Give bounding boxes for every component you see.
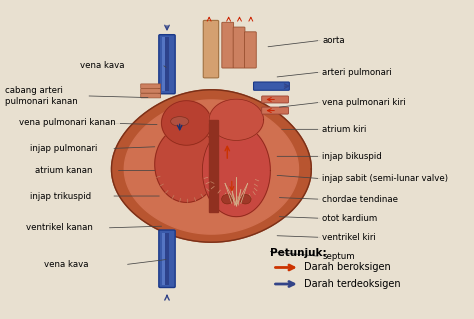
Text: vena kava: vena kava: [80, 61, 125, 70]
FancyBboxPatch shape: [262, 107, 289, 114]
Polygon shape: [163, 37, 165, 91]
Text: Petunjuk:: Petunjuk:: [270, 248, 327, 258]
Text: vena pulmonari kanan: vena pulmonari kanan: [19, 118, 116, 128]
Ellipse shape: [240, 195, 251, 204]
FancyBboxPatch shape: [159, 230, 175, 287]
Polygon shape: [209, 120, 218, 212]
Text: arteri pulmonari: arteri pulmonari: [322, 68, 392, 77]
FancyBboxPatch shape: [262, 96, 289, 103]
Polygon shape: [165, 37, 169, 91]
Text: injap pulmonari: injap pulmonari: [30, 144, 98, 153]
Ellipse shape: [222, 195, 233, 204]
FancyBboxPatch shape: [245, 32, 256, 68]
FancyBboxPatch shape: [222, 22, 234, 68]
Text: vena pulmonari kiri: vena pulmonari kiri: [322, 98, 406, 107]
Text: septum: septum: [322, 252, 355, 261]
FancyBboxPatch shape: [141, 89, 161, 93]
FancyBboxPatch shape: [254, 82, 289, 90]
Text: ventrikel kanan: ventrikel kanan: [26, 223, 92, 232]
Text: atrium kiri: atrium kiri: [322, 125, 367, 134]
Text: aorta: aorta: [322, 36, 345, 45]
Text: chordae tendinae: chordae tendinae: [322, 195, 399, 204]
Ellipse shape: [171, 117, 189, 126]
Text: injap sabit (semi-lunar valve): injap sabit (semi-lunar valve): [322, 174, 448, 183]
Polygon shape: [162, 101, 211, 145]
Text: atrium kanan: atrium kanan: [35, 166, 92, 175]
FancyBboxPatch shape: [141, 84, 161, 88]
Polygon shape: [202, 124, 270, 217]
FancyBboxPatch shape: [203, 20, 219, 78]
FancyBboxPatch shape: [141, 93, 161, 98]
Polygon shape: [155, 126, 218, 202]
Text: cabang arteri
pulmonari kanan: cabang arteri pulmonari kanan: [5, 86, 78, 106]
Text: vena kava: vena kava: [44, 260, 88, 269]
Polygon shape: [209, 99, 264, 140]
Text: ventrikel kiri: ventrikel kiri: [322, 233, 376, 242]
FancyBboxPatch shape: [159, 35, 175, 94]
FancyBboxPatch shape: [233, 27, 245, 68]
Polygon shape: [111, 90, 311, 242]
Text: otot kardium: otot kardium: [322, 214, 378, 223]
Text: injap bikuspid: injap bikuspid: [322, 152, 382, 161]
Polygon shape: [163, 233, 165, 285]
Polygon shape: [165, 233, 169, 285]
Text: Darah terdeoksigen: Darah terdeoksigen: [304, 279, 401, 289]
Text: Darah beroksigen: Darah beroksigen: [304, 263, 391, 272]
Text: injap trikuspid: injap trikuspid: [30, 191, 91, 201]
Polygon shape: [124, 100, 299, 234]
